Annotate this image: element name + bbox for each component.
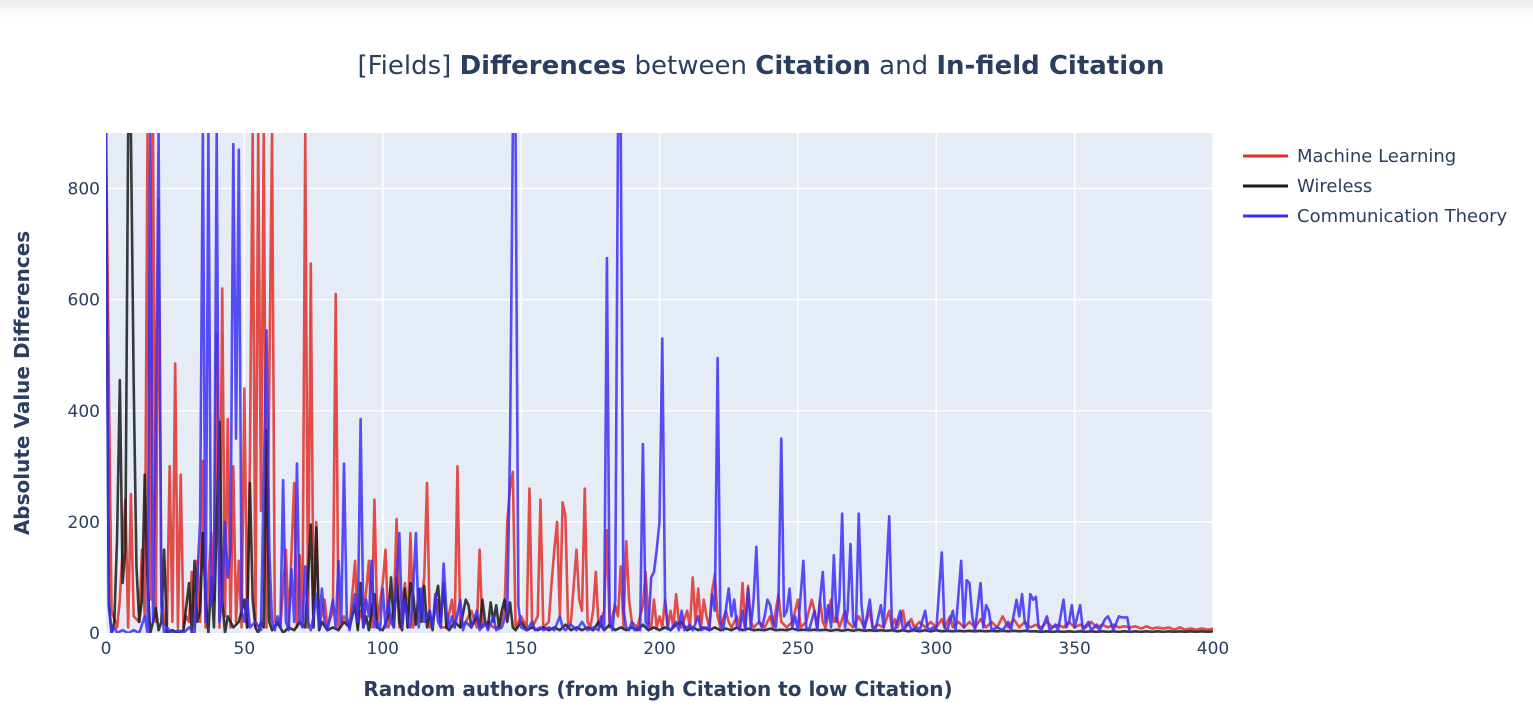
x-tick-label: 250 [782,639,814,659]
chart-title-part: In-field Citation [936,51,1164,81]
legend-label: Wireless [1297,176,1372,197]
chart-title: [Fields] Differences between Citation an… [357,51,1164,81]
x-tick-label: 350 [1058,639,1090,659]
x-axis-ticks: 0 50 100 150 200 250 300 350 400 [101,639,1230,659]
chart-title-part: Differences [460,51,627,81]
grid [106,133,1214,633]
x-tick-label: 100 [367,639,399,659]
legend-label: Communication Theory [1297,206,1507,227]
top-bar [0,0,1533,18]
chart-title-part: between [626,51,755,81]
x-tick-label: 150 [505,639,537,659]
legend-item-communication-theory[interactable]: Communication Theory [1243,206,1507,227]
chart-title-part: Citation [755,51,871,81]
y-axis-ticks: 0 200 400 600 800 [68,180,100,644]
legend[interactable]: Machine Learning Wireless Communication Th… [1243,146,1507,227]
legend-item-machine-learning[interactable]: Machine Learning [1243,146,1456,167]
y-axis-title: Absolute Value Differences [10,231,34,535]
x-tick-label: 300 [920,639,952,659]
y-tick-label: 400 [68,402,100,422]
chart-title-part: [Fields] [357,51,459,81]
chart-title-part: and [871,51,936,81]
y-tick-label: 0 [89,624,100,644]
series-group [106,133,1213,633]
x-tick-label: 50 [234,639,256,659]
x-tick-label: 0 [101,639,112,659]
x-tick-label: 400 [1197,639,1229,659]
legend-label: Machine Learning [1297,146,1456,167]
series-line-communication-theory [106,133,1132,633]
legend-item-wireless[interactable]: Wireless [1243,176,1372,197]
y-tick-label: 800 [68,180,100,200]
x-axis-title: Random authors (from high Citation to lo… [363,677,952,701]
x-tick-label: 200 [643,639,675,659]
y-tick-label: 600 [68,291,100,311]
y-tick-label: 200 [68,513,100,533]
